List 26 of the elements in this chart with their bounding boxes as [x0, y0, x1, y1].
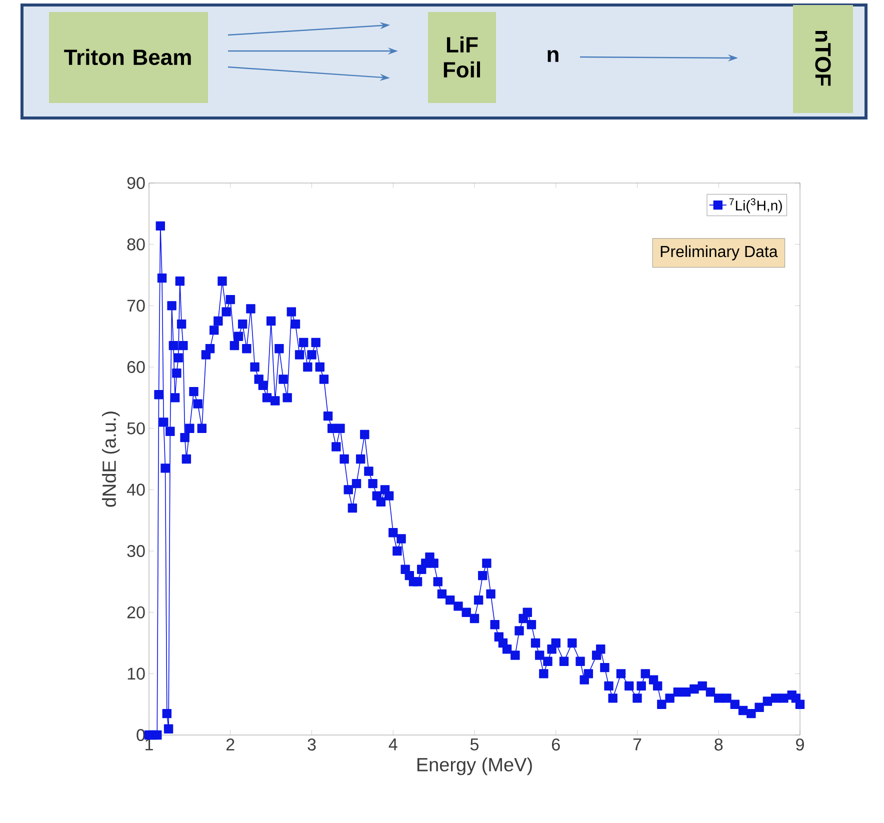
annotation: Preliminary Data [660, 245, 778, 260]
y-tick-label: 60 [127, 360, 145, 374]
x-tick-label: 4 [388, 738, 398, 750]
text: n [548, 50, 558, 62]
y-axis-title: dNdE (a.u.) [102, 412, 120, 507]
text: nTOF [815, 30, 831, 86]
x-tick-label: 3 [308, 738, 316, 751]
x-tick-label: 5 [470, 738, 479, 750]
x-tick-label: 9 [796, 738, 804, 751]
y-tick-label: 0 [136, 728, 145, 742]
y-tick-label: 30 [127, 544, 145, 558]
x-tick-label: 7 [633, 738, 642, 750]
x-axis-title: Energy (MeV) [417, 757, 532, 776]
legend-label: $^{7}$Li($^{3}$H,n) [729, 198, 782, 214]
y-tick-label: 80 [127, 238, 145, 250]
y-tick-label: 20 [127, 606, 145, 618]
text: Triton Beam [64, 48, 191, 66]
x-tick-label: 6 [552, 738, 560, 751]
y-tick-label: 90 [127, 176, 145, 190]
y-tick-label: 10 [128, 668, 145, 680]
x-tick-label: 2 [226, 738, 234, 750]
y-tick-label: 70 [127, 300, 145, 312]
y-tick-label: 40 [126, 484, 145, 496]
y-tick-label: 50 [127, 422, 145, 434]
x-tick-label: 8 [714, 738, 723, 751]
text: LiF Foil [444, 36, 480, 78]
